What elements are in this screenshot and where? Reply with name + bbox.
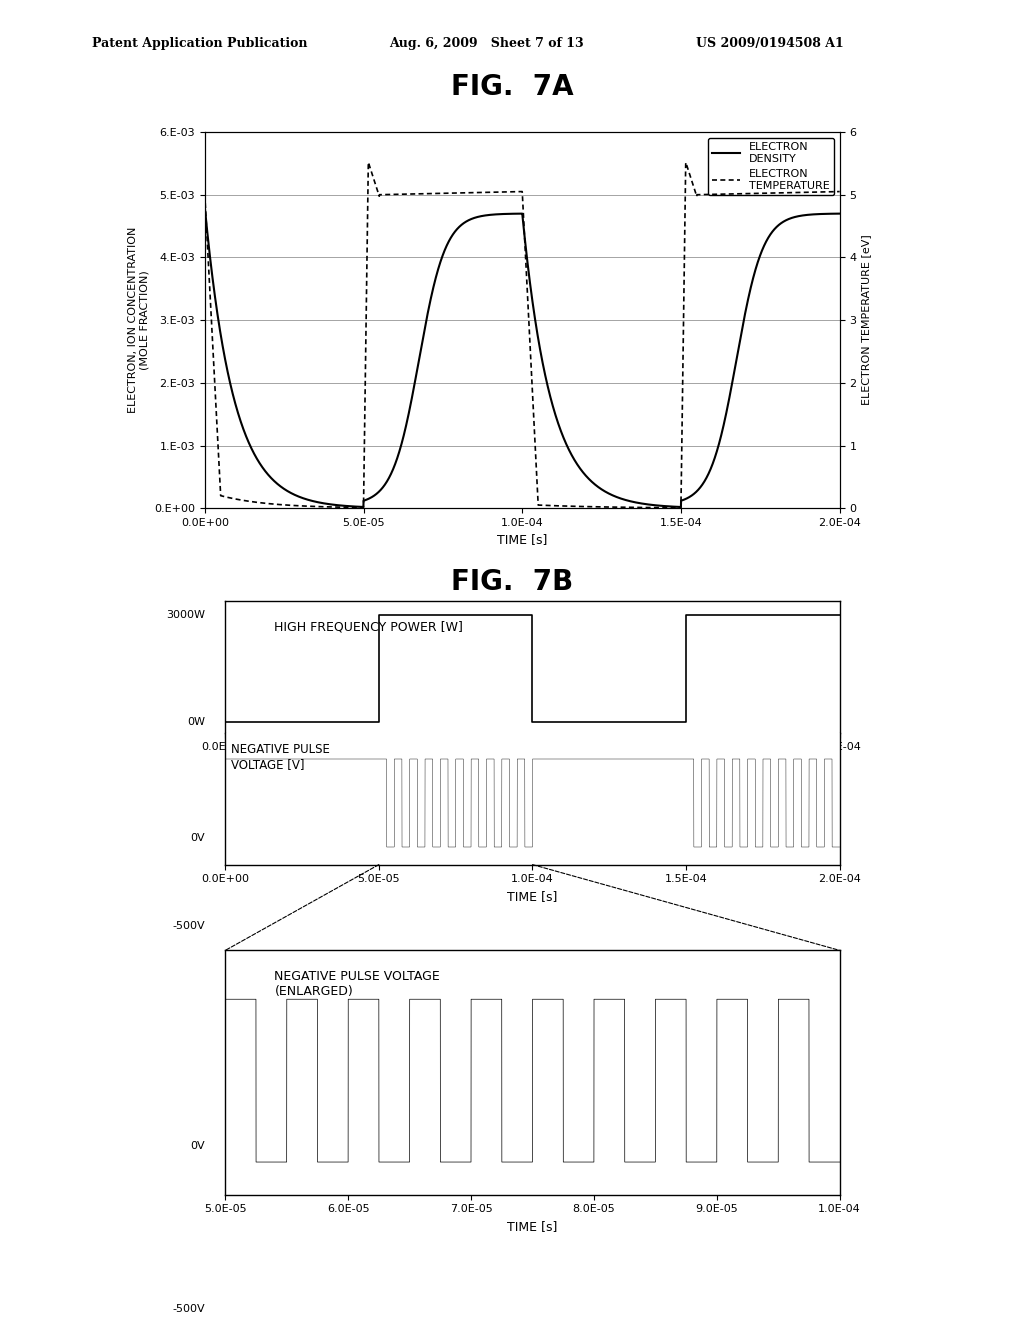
Text: NEGATIVE PULSE
VOLTAGE [V]: NEGATIVE PULSE VOLTAGE [V] <box>231 743 331 771</box>
Y-axis label: ELECTRON TEMPERATURE [eV]: ELECTRON TEMPERATURE [eV] <box>861 235 870 405</box>
Text: 0V: 0V <box>190 1140 205 1151</box>
Text: Aug. 6, 2009   Sheet 7 of 13: Aug. 6, 2009 Sheet 7 of 13 <box>389 37 584 50</box>
Y-axis label: ELECTRON, ION CONCENTRATION
(MOLE FRACTION): ELECTRON, ION CONCENTRATION (MOLE FRACTI… <box>128 227 150 413</box>
Legend: ELECTRON
DENSITY, ELECTRON
TEMPERATURE: ELECTRON DENSITY, ELECTRON TEMPERATURE <box>708 137 835 195</box>
Text: 3000W: 3000W <box>166 610 205 620</box>
Text: FIG.  7B: FIG. 7B <box>451 568 573 595</box>
X-axis label: TIME [s]: TIME [s] <box>507 1220 558 1233</box>
Text: -500V: -500V <box>172 1304 205 1313</box>
Text: FIG.  7A: FIG. 7A <box>451 73 573 100</box>
X-axis label: TIME [s]: TIME [s] <box>497 533 548 546</box>
Text: 0V: 0V <box>190 833 205 843</box>
Text: 0W: 0W <box>186 717 205 727</box>
X-axis label: TIME [s]: TIME [s] <box>507 890 558 903</box>
Text: HIGH FREQUENCY POWER [W]: HIGH FREQUENCY POWER [W] <box>274 620 463 634</box>
Text: Patent Application Publication: Patent Application Publication <box>92 37 307 50</box>
Text: NEGATIVE PULSE VOLTAGE
(ENLARGED): NEGATIVE PULSE VOLTAGE (ENLARGED) <box>274 970 440 998</box>
Text: US 2009/0194508 A1: US 2009/0194508 A1 <box>696 37 844 50</box>
Text: -500V: -500V <box>172 921 205 931</box>
